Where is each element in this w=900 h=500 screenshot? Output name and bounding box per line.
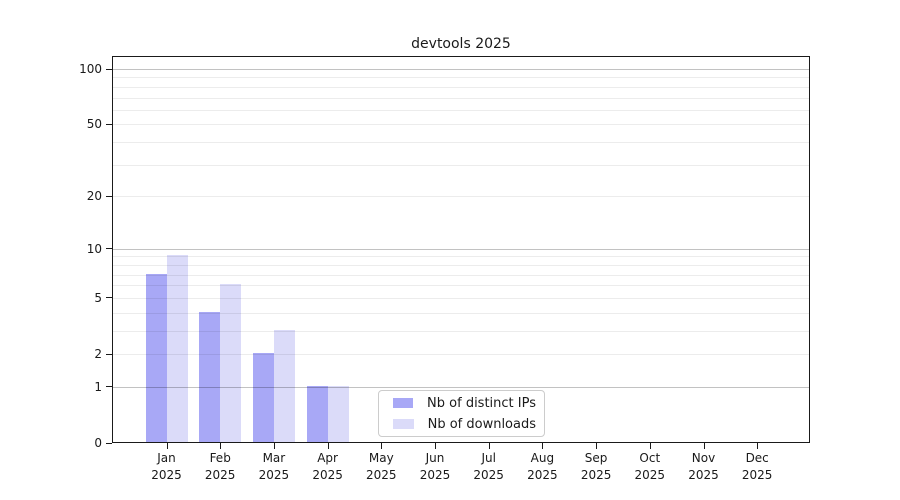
bar-downloads-mar — [273, 329, 295, 442]
x-tick-oct — [649, 443, 651, 449]
gridline-y-3 — [113, 330, 809, 332]
gridline-y-30 — [113, 164, 809, 166]
bar-distinct-ips-jan — [145, 273, 167, 442]
x-tick-aug — [542, 443, 544, 449]
gridline-y-1 — [113, 386, 809, 388]
legend-row-downloads: Nb of downloads — [387, 417, 536, 432]
y-tick-label-1: 1 — [94, 379, 102, 394]
y-tick-0 — [106, 442, 112, 444]
y-tick-50 — [106, 123, 112, 125]
x-tick-apr — [327, 443, 329, 449]
gridline-y-60 — [113, 109, 809, 111]
y-tick-label-20: 20 — [86, 189, 102, 204]
x-tick-label-jun: Jun 2025 — [419, 451, 451, 482]
gridline-y-9 — [113, 256, 809, 258]
bar-downloads-feb — [220, 284, 242, 442]
gridline-y-6 — [113, 285, 809, 287]
gridline-y-7 — [113, 274, 809, 276]
x-tick-may — [381, 443, 383, 449]
gridline-y-90 — [113, 77, 809, 79]
y-tick-20 — [106, 195, 112, 197]
x-tick-label-feb: Feb 2025 — [204, 451, 236, 482]
gridline-y-10 — [113, 248, 809, 250]
plot-area — [112, 56, 810, 443]
gridline-y-50 — [113, 124, 809, 126]
y-tick-label-5: 5 — [94, 290, 102, 305]
y-tick-5 — [106, 297, 112, 299]
x-tick-label-dec: Dec 2025 — [741, 451, 773, 482]
legend-label-downloads: Nb of downloads — [427, 416, 536, 432]
x-tick-jul — [488, 443, 490, 449]
y-tick-1 — [106, 386, 112, 388]
legend-swatch-downloads — [393, 419, 414, 429]
x-tick-label-jan: Jan 2025 — [151, 451, 182, 482]
bar-distinct-ips-apr — [306, 385, 328, 442]
gridline-y-5 — [113, 297, 809, 299]
gridline-y-70 — [113, 97, 809, 99]
bar-downloads-apr — [327, 385, 349, 442]
x-tick-feb — [220, 443, 222, 449]
gridline-y-2 — [113, 354, 809, 355]
gridline-y-20 — [113, 196, 809, 198]
bar-distinct-ips-mar — [252, 353, 274, 442]
x-tick-label-mar: Mar 2025 — [258, 451, 290, 482]
x-tick-label-apr: Apr 2025 — [312, 451, 343, 482]
y-tick-label-10: 10 — [86, 241, 102, 256]
y-tick-label-100: 100 — [79, 62, 102, 76]
legend-row-distinct-ips: Nb of distinct IPs — [387, 396, 536, 411]
y-tick-label-0: 0 — [94, 436, 102, 450]
gridline-y-40 — [113, 142, 809, 144]
x-tick-label-aug: Aug 2025 — [527, 451, 558, 482]
chart-title: devtools 2025 — [411, 36, 511, 52]
bar-downloads-jan — [166, 255, 188, 442]
x-tick-label-sep: Sep 2025 — [580, 451, 612, 482]
gridline-y-8 — [113, 264, 809, 266]
x-tick-mar — [273, 443, 275, 449]
x-tick-dec — [757, 443, 759, 449]
y-tick-100 — [106, 68, 112, 70]
x-tick-label-nov: Nov 2025 — [688, 451, 719, 482]
gridline-y-80 — [113, 86, 809, 88]
x-tick-label-jul: Jul 2025 — [473, 451, 504, 482]
y-tick-2 — [106, 353, 112, 355]
x-tick-label-oct: Oct 2025 — [634, 451, 666, 482]
x-tick-label-may: May 2025 — [366, 451, 397, 482]
x-tick-sep — [596, 443, 598, 449]
legend-swatch-distinct-ips — [393, 398, 414, 408]
y-tick-10 — [106, 248, 112, 250]
x-tick-jan — [166, 443, 168, 449]
legend-label-distinct-ips: Nb of distinct IPs — [427, 395, 536, 411]
gridline-y-100 — [113, 69, 809, 70]
y-tick-label-50: 50 — [86, 117, 102, 132]
gridline-y-4 — [113, 312, 809, 314]
bar-distinct-ips-feb — [199, 311, 221, 442]
x-tick-nov — [703, 443, 705, 449]
y-tick-label-2: 2 — [94, 347, 102, 361]
legend: Nb of distinct IPs Nb of downloads — [378, 390, 545, 437]
x-tick-jun — [435, 443, 436, 449]
